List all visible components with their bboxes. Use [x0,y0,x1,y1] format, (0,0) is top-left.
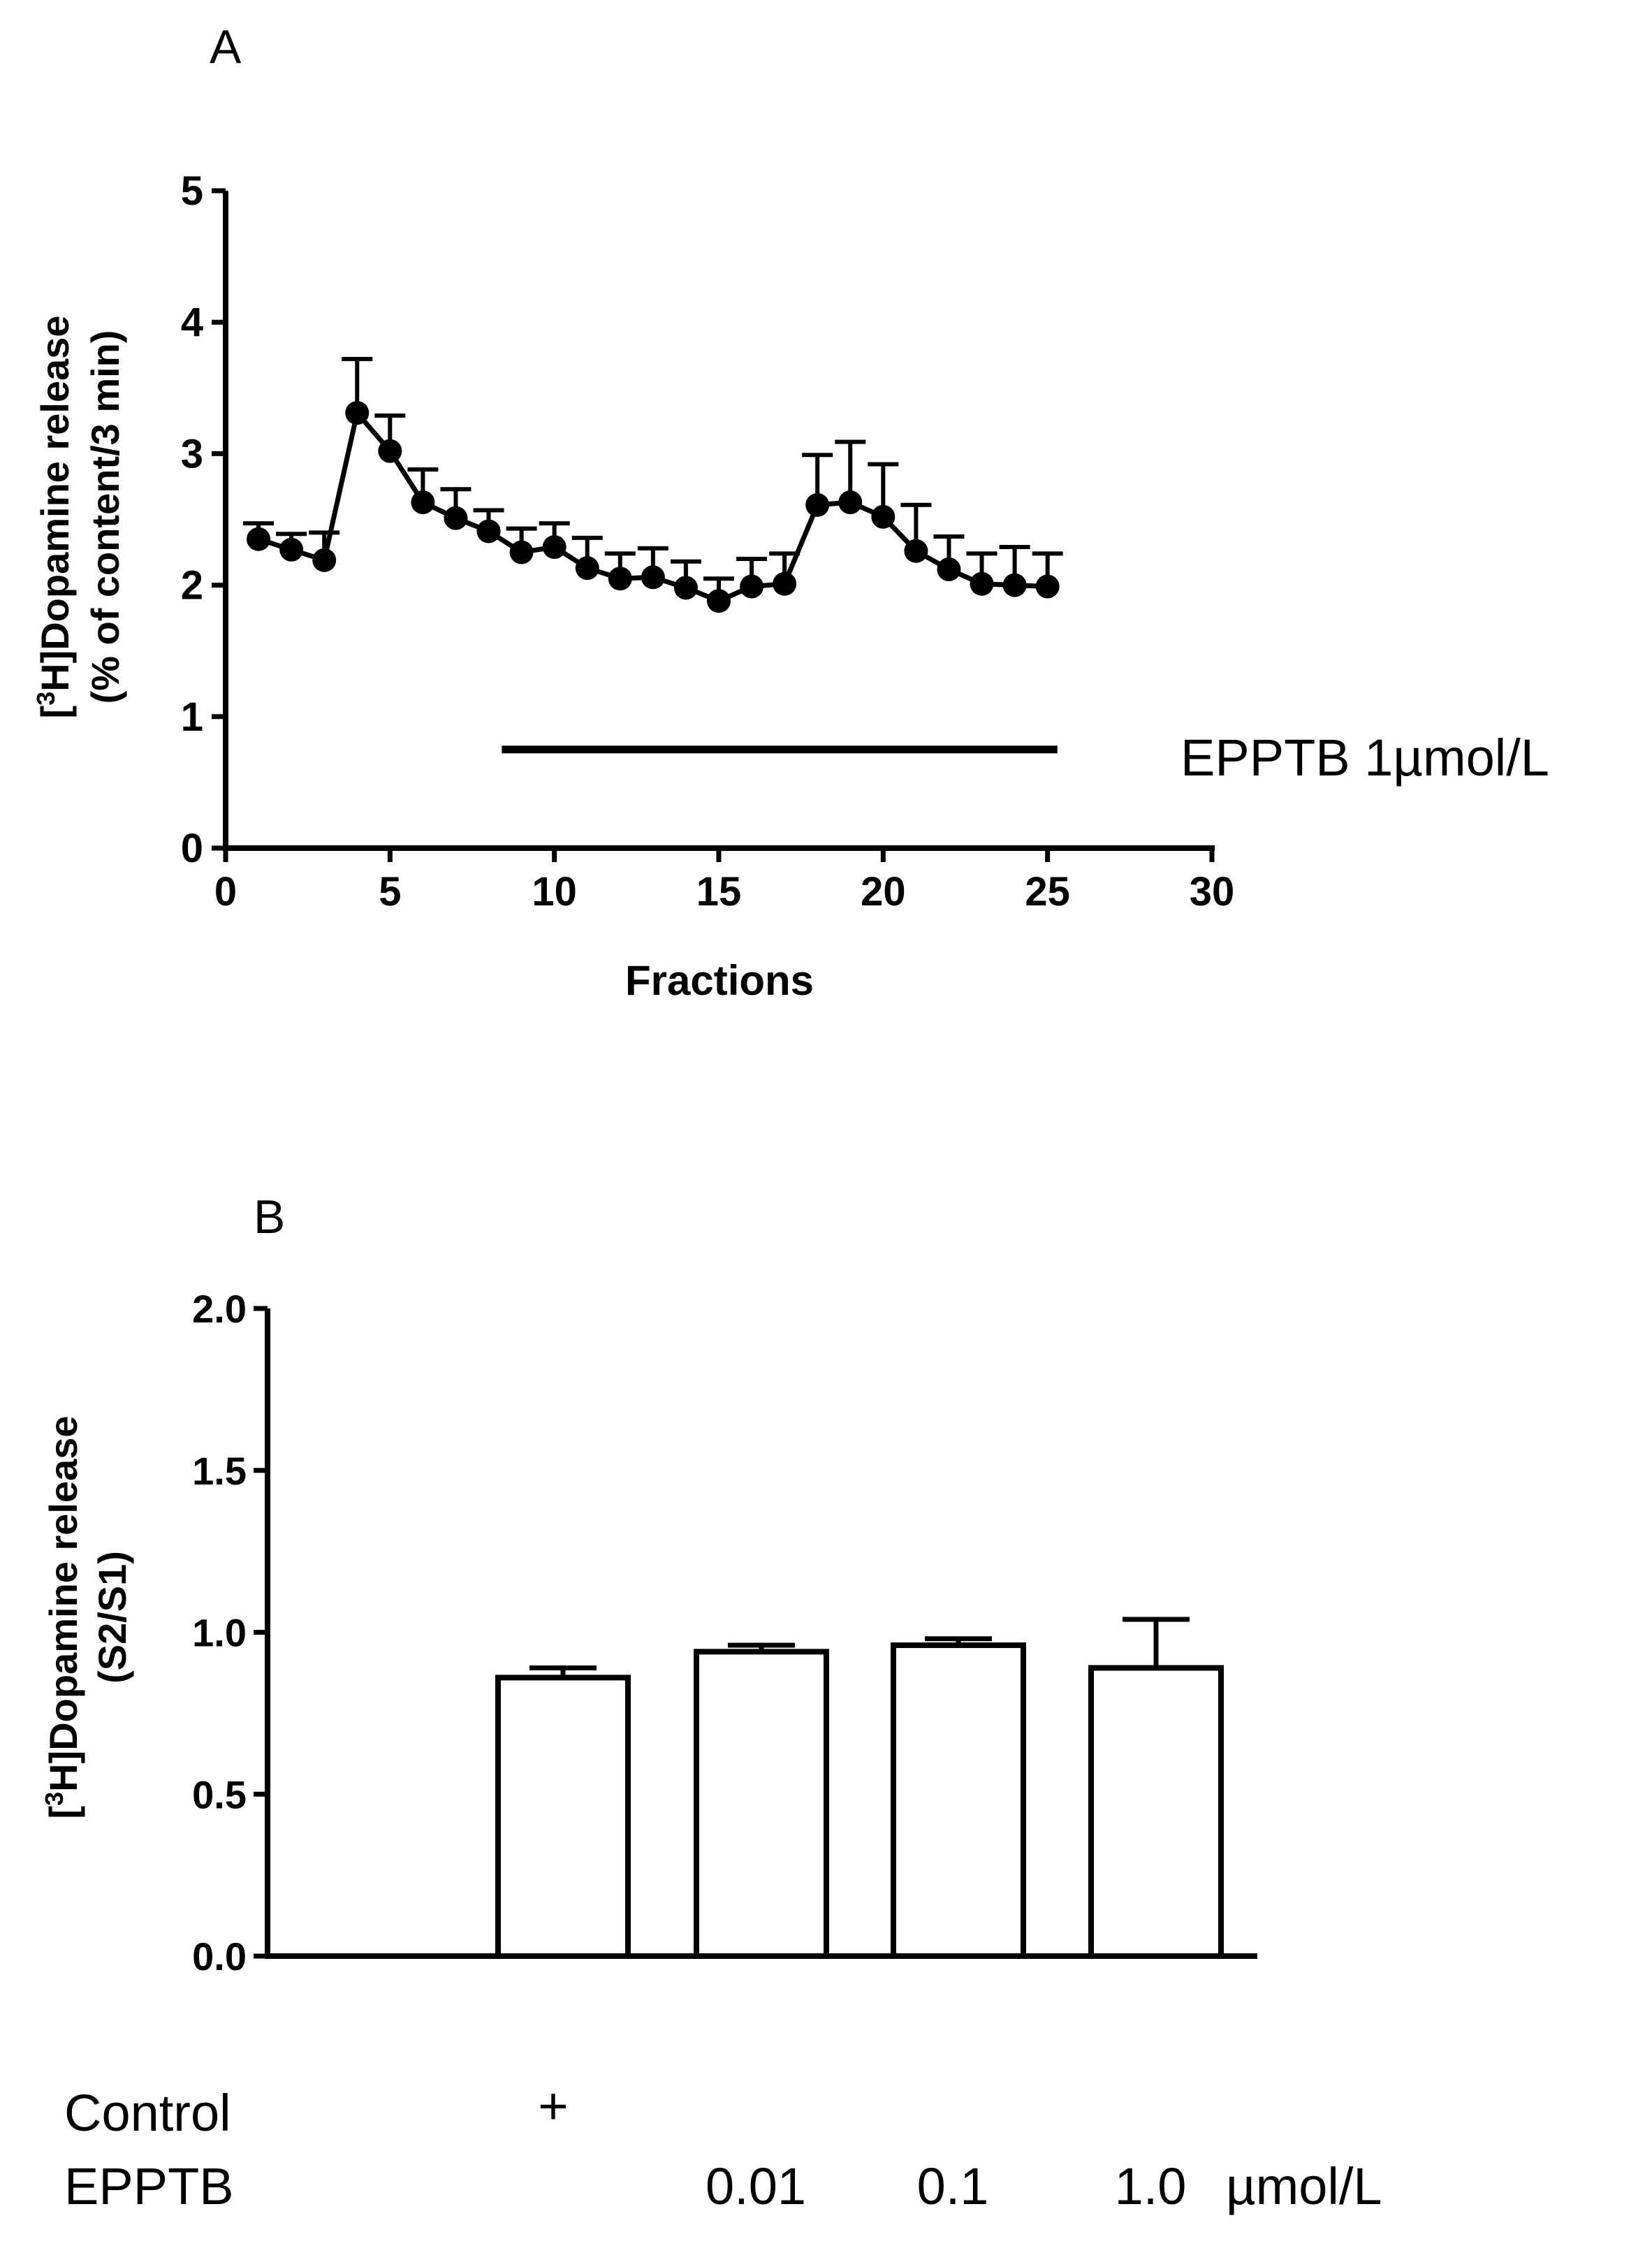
panel-a-data-point [838,490,863,515]
panel-a-data-point [444,506,468,530]
panel-b-ytick-label: 2.0 [192,1287,247,1331]
panel-a-ytick-label: 3 [181,431,203,476]
panel-a-data-point [707,589,731,613]
panel-a-data-point [312,548,337,572]
condition-row1-mark: + [538,2077,568,2135]
panel-b-bar [891,1642,1026,1960]
panel-a-xtick-label: 25 [1025,869,1070,914]
condition-row1-label: Control [64,2084,231,2142]
panel-a-ylabel-line2: (% of content/3 min) [83,330,127,703]
panel-a-xtick-label: 5 [379,869,401,914]
panel-b-bar [694,1649,829,1960]
panel-b-ytick-label: 1.0 [192,1611,247,1655]
panel-a-ylabel-line1: [3H]Dopamine release [31,315,78,718]
panel-a-data-point [871,504,896,529]
panel-a-xtick-label: 15 [696,869,742,914]
panel-a-ytick-label: 1 [181,694,203,740]
panel-a-ytick-label: 5 [181,168,203,214]
panel-a-xlabel: Fractions [625,957,814,1004]
panel-b-ytick-label: 0.5 [192,1772,247,1816]
panel-a-data-point [937,557,961,582]
condition-row2-mark: 1.0 [1115,2157,1187,2215]
panel-a-data-point [673,576,698,600]
panel-b-bar [1088,1665,1224,1960]
panel-a-data-point [1035,574,1060,599]
panel-a-ytick-label: 0 [181,826,203,871]
panel-a-data-point [641,565,665,590]
panel-a-data-point [904,539,928,563]
panel-a-data-point [805,493,830,517]
condition-row2-mark: 0.01 [706,2157,806,2215]
panel-a-annotation-label: EPPTB 1µmol/L [1180,729,1549,787]
panel-a-data-point [1002,573,1027,597]
condition-unit-label: µmol/L [1226,2157,1382,2215]
condition-row2-label: EPPTB [64,2157,234,2215]
panel-a-data-point [476,519,501,544]
panel-a-data-point [345,401,370,425]
panel-b-ylabel-line2: (S2/S1) [90,1551,134,1684]
panel-a-data-point [411,490,435,515]
panel-b-ytick-label: 1.5 [192,1449,247,1493]
panel-b-bar [495,1675,631,1959]
panel-a-data-point [509,540,534,564]
panel-a-xtick-label: 10 [532,869,577,914]
panel-a-data-point [970,571,994,596]
panel-a-plot: 0 1 2 3 4 5 0 5 10 15 20 25 30 [181,168,1235,914]
panel-a-ylabel-sup: 3 [31,692,60,706]
panel-a-data-point [542,535,566,560]
panel-a-label: A [210,20,242,73]
panel-a-ytick-label: 2 [181,563,203,608]
panel-a-data-point [378,439,402,463]
panel-a-xtick-label: 20 [861,869,906,914]
panel-a-xtick-label: 30 [1190,869,1235,914]
panel-b-plot: 0.0 0.5 1.0 1.5 2.0 +0.01 0.1 1.0 [192,1287,1257,2215]
panel-a-data-point [740,574,764,599]
panel-a-data-point [247,527,271,551]
panel-a-ytick-label: 4 [181,300,203,345]
panel-a-data-point [608,567,632,591]
panel-a-xtick-label: 0 [214,869,237,914]
panel-a-data-point [279,537,304,562]
panel-b-ylabel-line1: [3H]Dopamine release [40,1415,86,1818]
panel-b-ytick-label: 0.0 [192,1934,247,1978]
panel-a-data-point [773,571,797,596]
panel-b-label: B [254,1190,285,1244]
condition-row2-mark: 0.1 [917,2157,989,2215]
panel-a-data-point [575,556,599,581]
panel-b-ylabel-sup: 3 [40,1792,68,1806]
